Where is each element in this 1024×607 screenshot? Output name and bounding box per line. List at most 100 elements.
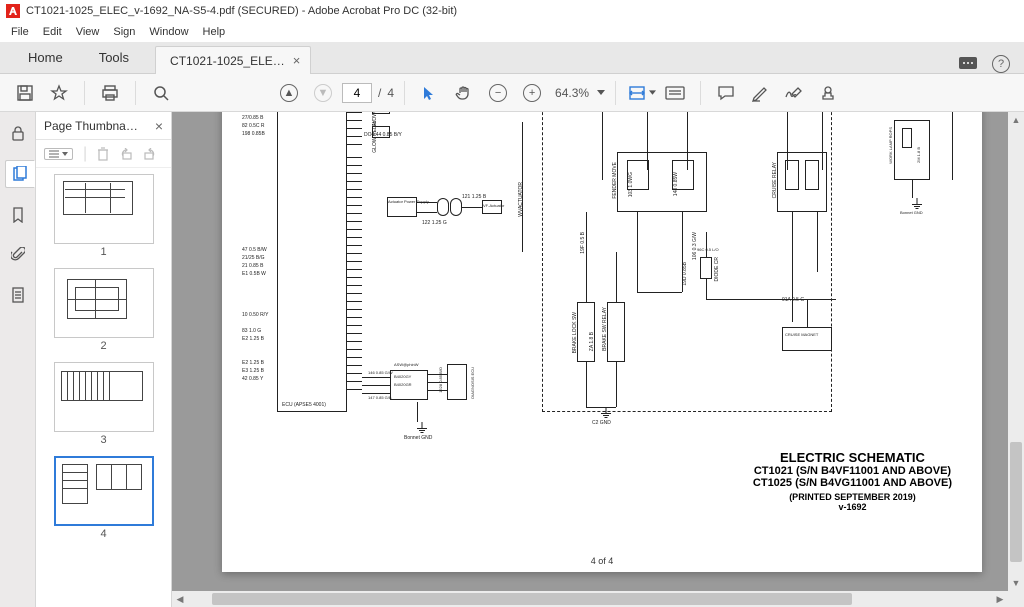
titlebar: CT1021-1025_ELEC_v-1692_NA-S5-4.pdf (SEC… [0, 0, 1024, 22]
comment-icon[interactable] [711, 78, 741, 108]
thumbnails-close-icon[interactable]: × [155, 118, 163, 134]
window-title: CT1021-1025_ELEC_v-1692_NA-S5-4.pdf (SEC… [26, 5, 457, 17]
lbl-cruiserelay: CRUISE RELAY [772, 162, 778, 198]
page-total: 4 [387, 86, 394, 100]
thumbnail-2[interactable]: 2 [54, 268, 154, 358]
lbl-w121: 121 1.25 B [462, 194, 486, 200]
menubar: File Edit View Sign Window Help [0, 22, 1024, 42]
title-l1: ELECTRIC SCHEMATIC [753, 450, 952, 465]
zoom-level[interactable]: 64.3% [551, 86, 605, 100]
scroll-up-icon[interactable]: ▲ [1008, 112, 1024, 128]
lbl-bonnetgnd2: Bonnet GND [900, 210, 923, 215]
page-up-icon[interactable]: ▲ [274, 78, 304, 108]
scroll-right-icon[interactable]: ▶ [992, 591, 1008, 607]
thumbnails-rotate-ccw-icon[interactable] [119, 148, 133, 160]
lbl-vfact: VF-Actuator [483, 203, 504, 208]
thumbnails-panel: Page Thumbna… × | 1 [36, 112, 172, 607]
page-indicator: / 4 [342, 83, 394, 103]
rail-thumbnails-icon[interactable] [5, 160, 35, 188]
toolbar: ▲ ▼ / 4 − + 64.3% [0, 74, 1024, 112]
save-icon[interactable] [10, 78, 40, 108]
lbl-2m18b: 2M 1.8 B [916, 147, 921, 163]
scroll-down-icon[interactable]: ▼ [1008, 575, 1024, 591]
hscroll-thumb[interactable] [212, 593, 852, 605]
scroll-corner [1008, 591, 1024, 607]
lbl-diag: DIAGNOSIS ECU [470, 367, 475, 399]
title-l4: (PRINTED SEPTEMBER 2019) [753, 492, 952, 502]
thumbnail-2-num: 2 [54, 338, 154, 358]
tab-close-icon[interactable]: × [293, 53, 301, 68]
document-view[interactable]: ECU (APSE5 4001) A8 48 0.85 B/G DO4 44 0… [172, 112, 1024, 607]
notifications-icon[interactable] [958, 56, 978, 72]
lbl-fender: FENDER MOVE [612, 162, 618, 199]
sign-icon[interactable] [779, 78, 809, 108]
thumbnails-delete-icon[interactable] [97, 147, 109, 161]
print-icon[interactable] [95, 78, 125, 108]
work-area: Page Thumbna… × | 1 [0, 112, 1024, 607]
thumbnails-title: Page Thumbna… [44, 119, 138, 133]
thumbnail-1[interactable]: 1 [54, 174, 154, 264]
lbl-96c: 96C 0.5 L/O [697, 247, 719, 252]
lbl-worklamp: WORK LAMP ROPS [888, 127, 893, 164]
thumbnail-4-num: 4 [54, 526, 154, 546]
lbl-1628: 1628 0.85 B/O [438, 367, 443, 393]
title-l3: CT1025 (S/N B4VG11001 AND ABOVE) [753, 477, 952, 489]
thumbnail-3[interactable]: 3 [54, 362, 154, 452]
select-tool-icon[interactable] [415, 78, 445, 108]
star-icon[interactable] [44, 78, 74, 108]
tab-tools[interactable]: Tools [81, 42, 147, 73]
lbl-c2gnd: C2 GND [592, 420, 611, 426]
title-l2: CT1021 (S/N B4VF11001 AND ABOVE) [753, 465, 952, 477]
menu-edit[interactable]: Edit [36, 24, 69, 40]
title-block: ELECTRIC SCHEMATIC CT1021 (S/N B4VF11001… [753, 450, 952, 512]
page-current-input[interactable] [342, 83, 372, 103]
thumbnail-4[interactable]: 4 [54, 456, 154, 546]
lbl-cruisemagnet: CRUISE MAGNET [785, 332, 818, 337]
lbl-w122: 122 1.25 G [422, 220, 447, 226]
tab-document[interactable]: CT1021-1025_ELE… × [155, 46, 311, 74]
lbl-wvact: WVACTUATOR [518, 182, 524, 217]
menu-sign[interactable]: Sign [106, 24, 142, 40]
thumbnails-options-icon[interactable] [44, 148, 73, 160]
help-icon[interactable]: ? [992, 55, 1010, 73]
thumbnail-1-num: 1 [54, 244, 154, 264]
lbl-glowrelay: GLOW RELAY [372, 120, 378, 153]
scroll-left-icon[interactable]: ◀ [172, 591, 188, 607]
thumbnail-3-num: 3 [54, 432, 154, 452]
stamp-icon[interactable] [813, 78, 843, 108]
tab-document-label: CT1021-1025_ELE… [170, 54, 285, 68]
fit-width-icon[interactable] [626, 78, 656, 108]
lbl-b4020gy: B4020GY [394, 374, 411, 379]
menu-help[interactable]: Help [196, 24, 233, 40]
rail-lock-icon[interactable] [4, 120, 32, 146]
lbl-ecu: ECU (APSE5 4001) [282, 402, 326, 408]
menu-file[interactable]: File [4, 24, 36, 40]
thumbnails-rotate-cw-icon[interactable] [143, 148, 157, 160]
lbl-diodecr: DIODE CR [714, 257, 720, 281]
page-down-icon[interactable]: ▼ [308, 78, 338, 108]
highlight-icon[interactable] [745, 78, 775, 108]
rail-bookmark-icon[interactable] [4, 202, 32, 228]
vertical-scrollbar[interactable]: ▲ ▼ [1008, 112, 1024, 591]
rail-attachment-icon[interactable] [4, 242, 32, 268]
zoom-value: 64.3% [551, 86, 593, 100]
zoom-out-icon[interactable]: − [483, 78, 513, 108]
read-mode-icon[interactable] [660, 78, 690, 108]
pdf-page: ECU (APSE5 4001) A8 48 0.85 B/G DO4 44 0… [222, 112, 982, 572]
nav-rail [0, 112, 36, 607]
lbl-brakerelay: BRAKE SW RELAY [602, 307, 608, 351]
hand-tool-icon[interactable] [449, 78, 479, 108]
menu-window[interactable]: Window [142, 24, 195, 40]
tab-home[interactable]: Home [10, 42, 81, 73]
thumbnails-header: Page Thumbna… × [36, 112, 171, 140]
page-sep: / [378, 86, 381, 100]
lbl-brakelock: BRAKE LOCK SW [572, 312, 578, 353]
menu-view[interactable]: View [69, 24, 107, 40]
find-icon[interactable] [146, 78, 176, 108]
title-l5: v-1692 [753, 502, 952, 512]
rail-layers-icon[interactable] [4, 282, 32, 308]
vscroll-thumb[interactable] [1010, 442, 1022, 562]
app-logo-icon [6, 4, 20, 18]
zoom-in-icon[interactable]: + [517, 78, 547, 108]
horizontal-scrollbar[interactable]: ◀ ▶ [172, 591, 1008, 607]
